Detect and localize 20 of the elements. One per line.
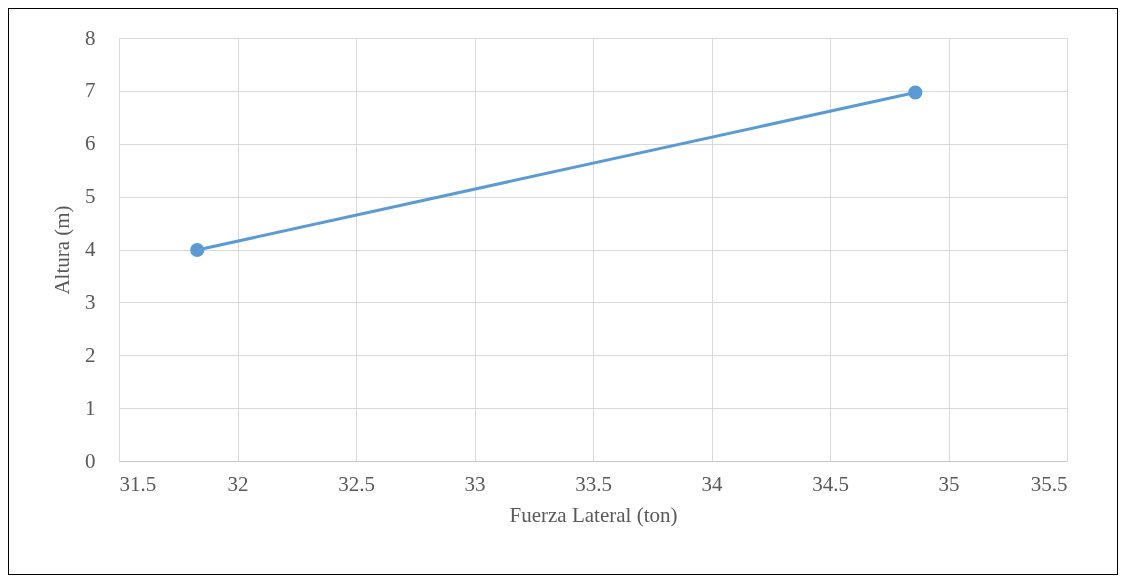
y-tick-label: 5: [85, 184, 96, 209]
x-tick-label: 32: [227, 471, 249, 496]
y-tick-label: 1: [85, 395, 96, 420]
y-tick-label: 0: [85, 448, 96, 473]
x-tick-label: 34: [701, 471, 723, 496]
y-axis-title: Altura (m): [50, 205, 74, 295]
y-tick-label: 7: [85, 78, 96, 103]
x-tick-label: 33: [464, 471, 486, 496]
x-tick-label: 33.5: [575, 471, 612, 496]
x-axis-title: Fuerza Lateral (ton): [509, 502, 678, 527]
y-tick-label: 4: [85, 237, 96, 261]
x-tick-label: 32.5: [338, 471, 375, 496]
y-tick-label: 6: [85, 131, 96, 156]
x-tick-label: 31.5: [119, 471, 157, 496]
x-tick-label: 35: [938, 471, 960, 496]
y-tick-label: 3: [85, 289, 96, 314]
x-tick-label: 34.5: [812, 471, 849, 496]
x-tick-label: 35.5: [1030, 471, 1068, 496]
y-tick-label: 2: [85, 342, 96, 367]
y-tick-label: 8: [85, 25, 96, 50]
